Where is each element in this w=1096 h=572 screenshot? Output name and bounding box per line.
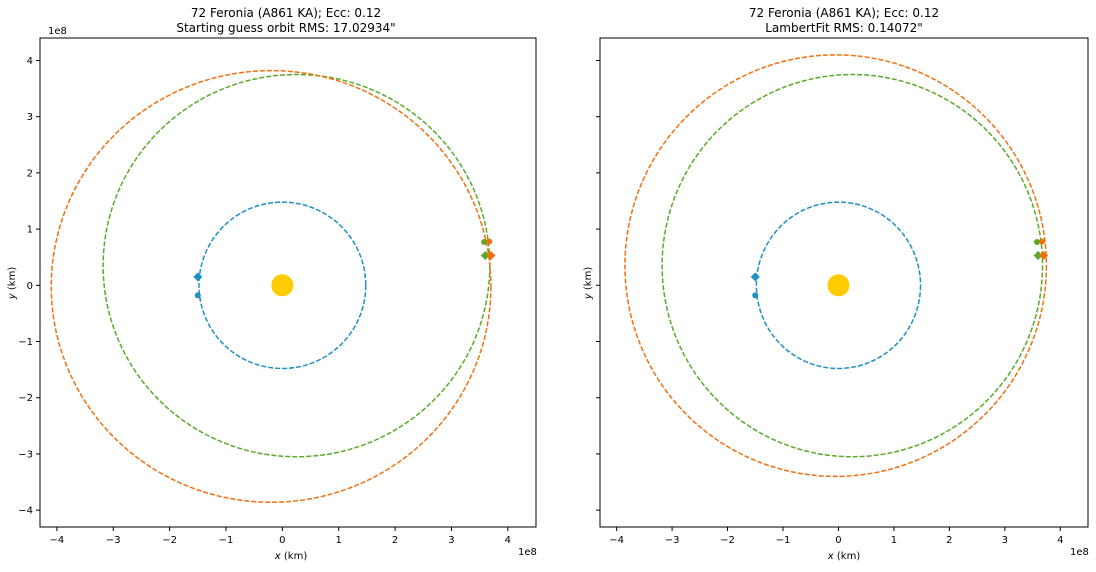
y-tick-label: −2 — [18, 393, 33, 404]
orbit-series-1 — [102, 73, 491, 458]
x-tick-label: 0 — [835, 535, 841, 546]
chart-title-line2: LambertFit RMS: 0.14072" — [765, 21, 923, 35]
y-tick-label: 0 — [27, 281, 33, 292]
x-axis-label: x (km) — [274, 551, 308, 562]
x-tick-label: −2 — [162, 535, 177, 546]
y-tick-label: 2 — [27, 168, 33, 179]
y-tick-label: 4 — [27, 56, 33, 67]
position-marker-diamond — [1039, 251, 1049, 261]
x-tick-label: −4 — [609, 535, 624, 546]
chart-title-line1: 72 Feronia (A861 KA); Ecc: 0.12 — [749, 6, 939, 20]
x-tick-label: 2 — [392, 535, 398, 546]
x-tick-label: −2 — [720, 535, 735, 546]
y-offset-label: 1e8 — [48, 26, 67, 37]
plot-area-right: −4 −3 −2 −1 0 1 2 3 4 — [596, 37, 1089, 546]
x-tick-label: 3 — [448, 535, 454, 546]
orbit-series-0 — [198, 201, 367, 370]
y-axis-label: y (km) — [583, 267, 594, 301]
y-tick-label: −1 — [18, 337, 33, 348]
x-tick-label: −1 — [776, 535, 791, 546]
position-marker-dot — [1038, 238, 1045, 245]
plot-area-left: −4 −3 −2 −1 0 1 2 3 4 −4 −3 −2 −1 0 1 2 3 4 — [18, 37, 537, 546]
axes-frame — [39, 37, 537, 528]
x-tick-label: 1 — [336, 535, 342, 546]
x-tick-label: −3 — [665, 535, 680, 546]
position-marker-diamond — [193, 272, 203, 282]
position-marker-dot — [194, 292, 201, 299]
y-tick-label: −4 — [18, 506, 33, 517]
x-tick-label: 2 — [946, 535, 952, 546]
x-tick-label: −4 — [50, 535, 65, 546]
x-offset-label: 1e8 — [1070, 547, 1089, 558]
x-tick-label: 0 — [279, 535, 285, 546]
position-marker-dot — [481, 239, 488, 246]
chart-title-line1: 72 Feronia (A861 KA); Ecc: 0.12 — [191, 6, 381, 20]
chart-title-line2: Starting guess orbit RMS: 17.02934" — [176, 21, 395, 35]
y-tick-label: 1 — [27, 225, 33, 236]
orbit-series-2 — [50, 69, 492, 504]
orbit-series-2 — [624, 54, 1048, 478]
orbit-series-0 — [755, 201, 922, 370]
plot-content — [624, 54, 1049, 478]
position-marker-diamond — [750, 272, 760, 282]
x-axis-label: x (km) — [827, 551, 861, 562]
y-axis-label: y (km) — [7, 267, 18, 301]
y-tick-label: −3 — [18, 449, 33, 460]
x-tick-label: 1 — [891, 535, 897, 546]
sun-marker — [271, 274, 294, 297]
chart-panel-left: 72 Feronia (A861 KA); Ecc: 0.12 Starting… — [7, 6, 537, 562]
position-marker-diamond — [1033, 251, 1043, 261]
sun-marker — [827, 274, 850, 297]
chart-panel-right: 72 Feronia (A861 KA); Ecc: 0.12 LambertF… — [583, 6, 1089, 562]
x-offset-label: 1e8 — [518, 547, 537, 558]
position-marker-diamond — [480, 251, 490, 261]
x-tick-label: −1 — [219, 535, 234, 546]
position-marker-diamond — [486, 251, 496, 261]
x-tick-label: −3 — [106, 535, 121, 546]
position-marker-dot — [752, 292, 759, 299]
orbit-series-1 — [661, 73, 1044, 458]
x-tick-label: 3 — [1002, 535, 1008, 546]
x-tick-label: 4 — [1057, 535, 1063, 546]
position-marker-dot — [1033, 239, 1040, 246]
position-marker-dot — [486, 238, 493, 245]
axes-frame — [599, 37, 1089, 528]
y-tick-label: 3 — [27, 112, 33, 123]
plot-content — [50, 69, 496, 504]
x-tick-label: 4 — [505, 535, 511, 546]
